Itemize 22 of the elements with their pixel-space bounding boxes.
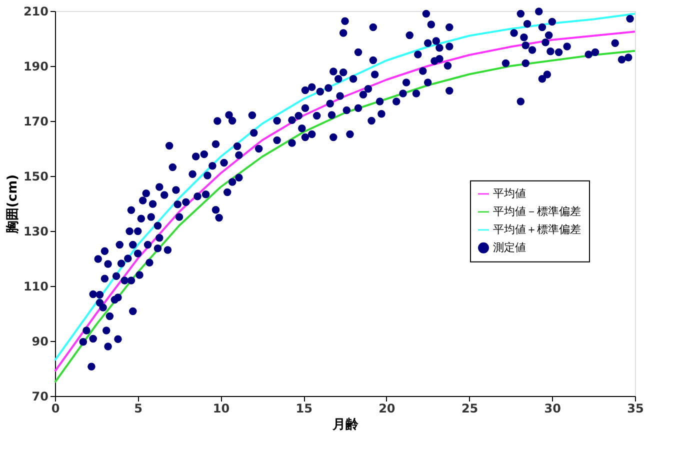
x-tick-label: 30 [544, 402, 561, 416]
y-tick-label: 190 [23, 60, 48, 74]
y-tick-label: 90 [32, 334, 48, 348]
x-tick-label: 25 [461, 402, 478, 416]
y-tick-label: 110 [23, 280, 48, 294]
y-tick-label: 150 [23, 170, 48, 184]
x-tick-label: 35 [627, 402, 644, 416]
x-tick-label: 20 [378, 402, 396, 416]
x-tick-label: 15 [296, 402, 312, 416]
y-tick-label: 130 [23, 224, 48, 238]
y-tick-label: 170 [23, 114, 48, 128]
x-axis-title: 月齢 [332, 418, 360, 432]
y-tick-label: 210 [23, 4, 48, 18]
legend-label: 測定値 [493, 240, 526, 254]
legend-label: 平均値＋標準偏差 [493, 222, 581, 236]
y-axis-title: 胸囲(cm) [5, 174, 20, 235]
legend-label: 平均値－標準偏差 [493, 204, 581, 218]
x-tick-label: 10 [212, 402, 230, 416]
legend-label: 平均値 [493, 186, 526, 200]
x-tick-label: 0 [51, 402, 60, 416]
x-tick-label: 5 [134, 402, 143, 416]
y-tick-label: 70 [32, 390, 48, 404]
